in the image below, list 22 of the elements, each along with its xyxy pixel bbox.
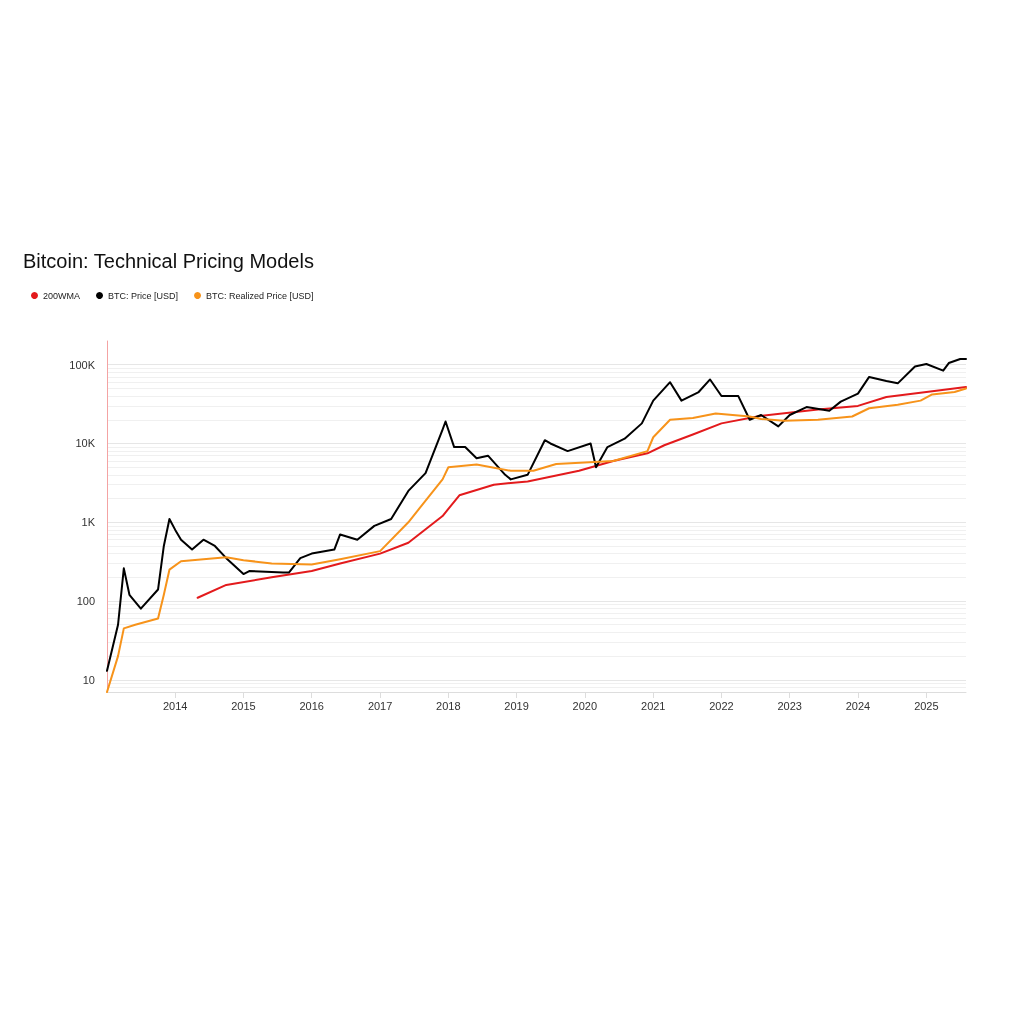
x-tick-label: 2019 — [504, 699, 529, 712]
y-tick-label: 100K — [69, 358, 96, 371]
x-tick-label: 2025 — [914, 699, 939, 712]
legend-label: BTC: Price [USD] — [108, 290, 179, 301]
chart-title: Bitcoin: Technical Pricing Models — [23, 250, 314, 272]
y-tick-label: 100 — [76, 595, 95, 608]
legend-label: BTC: Realized Price [USD] — [206, 290, 314, 301]
x-tick-label: 2020 — [572, 699, 598, 712]
line-series — [196, 386, 967, 599]
y-tick-label: 1K — [81, 516, 96, 529]
legend-label: 200WMA — [43, 290, 81, 301]
y-tick-label: 10K — [75, 437, 96, 450]
x-tick-label: 2024 — [845, 699, 871, 712]
x-tick-label: 2023 — [777, 699, 802, 712]
x-tick-label: 2021 — [641, 699, 666, 712]
x-tick-label: 2018 — [436, 699, 461, 712]
x-tick-label: 2014 — [162, 699, 188, 712]
x-tick-label: 2016 — [299, 699, 324, 712]
x-tick-label: 2017 — [367, 699, 393, 712]
x-tick-label: 2022 — [709, 699, 734, 712]
y-tick-label: 10 — [82, 673, 95, 686]
x-tick-label: 2015 — [231, 699, 256, 712]
